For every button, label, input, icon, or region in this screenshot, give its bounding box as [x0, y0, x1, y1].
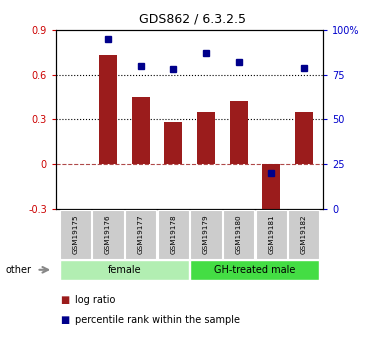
Text: GSM19178: GSM19178: [170, 215, 176, 254]
Bar: [164, 122, 182, 164]
Text: GSM19182: GSM19182: [301, 215, 307, 254]
Text: GSM19181: GSM19181: [268, 215, 274, 254]
Text: log ratio: log ratio: [75, 295, 116, 305]
Text: GDS862 / 6.3.2.5: GDS862 / 6.3.2.5: [139, 12, 246, 25]
Text: percentile rank within the sample: percentile rank within the sample: [75, 315, 240, 325]
Bar: [99, 55, 117, 164]
Text: GSM19177: GSM19177: [138, 215, 144, 254]
Bar: [288, 210, 320, 259]
Bar: [190, 260, 320, 280]
Text: ■: ■: [60, 315, 69, 325]
Bar: [262, 164, 280, 219]
Bar: [60, 260, 189, 280]
Text: GSM19180: GSM19180: [236, 215, 241, 254]
Text: other: other: [6, 265, 32, 275]
Bar: [132, 97, 150, 164]
Text: ■: ■: [60, 295, 69, 305]
Text: GSM19179: GSM19179: [203, 215, 209, 254]
Text: GSM19175: GSM19175: [72, 215, 79, 254]
Bar: [157, 210, 189, 259]
Text: GSM19176: GSM19176: [105, 215, 111, 254]
Bar: [60, 210, 91, 259]
Text: female: female: [107, 265, 141, 275]
Bar: [256, 210, 287, 259]
Bar: [223, 210, 254, 259]
Bar: [295, 112, 313, 164]
Bar: [92, 210, 124, 259]
Bar: [190, 210, 222, 259]
Bar: [229, 101, 248, 164]
Bar: [197, 112, 215, 164]
Text: GH-treated male: GH-treated male: [214, 265, 296, 275]
Bar: [125, 210, 156, 259]
